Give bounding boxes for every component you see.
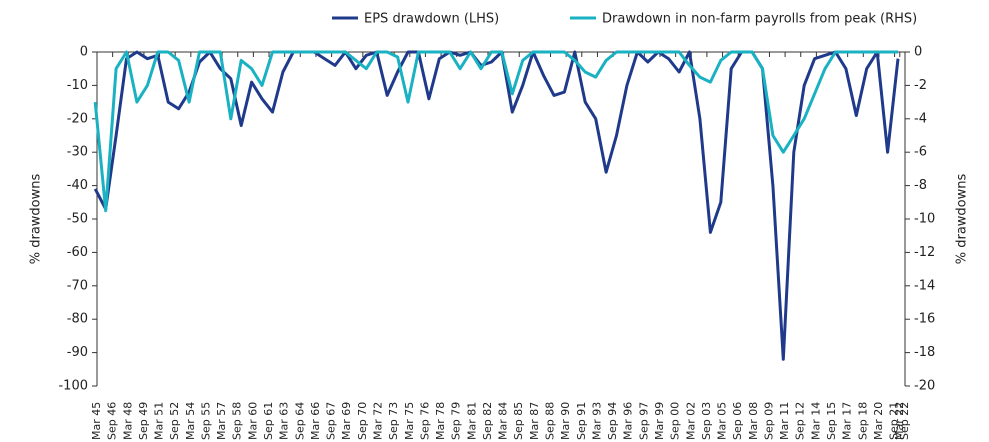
x-tick-label: Sep 52 [168,402,181,440]
x-tick-label: Sep 61 [262,402,275,440]
y-tick-label: 0 [80,45,88,60]
x-tick-label: Mar 75 [403,402,416,440]
x-tick-label: Mar 87 [528,402,541,440]
x-tick-label: Sep 55 [199,402,212,440]
y2-tick-label: -6 [914,145,927,160]
legend-label: Drawdown in non-farm payrolls from peak … [602,12,917,27]
y-tick-label: -10 [67,78,88,93]
x-tick-label: Sep 18 [856,402,869,440]
y-tick-label: -70 [67,278,88,293]
x-tick-label: Sep 97 [637,402,650,440]
x-tick-label: Mar 60 [246,402,259,440]
series-line [93,50,900,361]
series-line [93,50,898,213]
x-tick-label: Sep 79 [450,402,463,440]
x-tick-label: Mar 02 [684,402,697,440]
x-tick-label: Sep 73 [387,402,400,440]
x-tick-label: Mar 05 [716,402,729,440]
x-tick-label: Sep 64 [293,402,306,440]
y-tick-label: -40 [67,178,88,193]
x-tick-label: Mar 99 [653,402,666,440]
x-tick-label: Mar 51 [153,402,166,440]
x-tick-label: Mar 84 [497,402,510,440]
x-tick-label: Mar 45 [90,402,103,440]
x-tick-label: Mar 20 [872,402,885,440]
x-tick-label: Sep 58 [231,402,244,440]
x-tick-label: Sep 70 [356,402,369,440]
x-tick-label: Mar 63 [278,402,291,440]
y2-axis-label: % drawdowns [955,174,970,265]
x-tick-label: Sep 49 [137,402,150,440]
x-tick-label: Mar 22 [893,402,906,440]
y2-tick-label: -8 [914,178,927,193]
y-tick-label: -20 [67,111,88,126]
x-tick-label: Mar 66 [309,402,322,440]
x-tick-label: Mar 48 [121,402,134,440]
y2-tick-label: -2 [914,78,927,93]
x-tick-label: Mar 96 [622,402,635,440]
y-tick-label: -80 [67,312,88,327]
x-tick-label: Mar 78 [434,402,447,440]
y-tick-label: -60 [67,245,88,260]
x-tick-label: Sep 76 [418,402,431,440]
y2-tick-label: -16 [914,312,935,327]
x-tick-label: Sep 00 [669,402,682,440]
y2-tick-label: -4 [914,111,927,126]
y2-tick-label: -18 [914,345,935,360]
y2-tick-label: 0 [914,45,922,60]
x-tick-label: Sep 88 [544,402,557,440]
x-tick-label: Sep 09 [762,402,775,440]
x-tick-label: Sep 91 [575,402,588,440]
x-tick-label: Mar 57 [215,402,228,440]
x-tick-label: Mar 17 [841,402,854,440]
x-tick-label: Sep 85 [512,402,525,440]
x-tick-label: Mar 81 [465,402,478,440]
y2-tick-label: -12 [914,245,935,260]
x-tick-label: Sep 12 [794,402,807,440]
y-tick-label: -100 [58,379,88,394]
x-tick-label: Mar 90 [559,402,572,440]
x-tick-label: Sep 03 [700,402,713,440]
x-tick-label: Mar 72 [371,402,384,440]
y-tick-label: -50 [67,212,88,227]
x-tick-label: Sep 15 [825,402,838,440]
y-tick-label: -30 [67,145,88,160]
x-tick-label: Sep 94 [606,402,619,440]
x-tick-label: Sep 21 [888,402,901,440]
legend-label: EPS drawdown (LHS) [364,12,499,27]
y-tick-label: -90 [67,345,88,360]
x-tick-label: Sep 82 [481,402,494,440]
y2-tick-label: -14 [914,278,935,293]
x-tick-label: Mar 14 [809,402,822,440]
x-tick-label: Sep 67 [325,402,338,440]
x-tick-label: Mar 69 [340,402,353,440]
x-tick-label: Sep 22 [898,402,911,440]
y2-tick-label: -10 [914,212,935,227]
x-tick-label: Sep 06 [731,402,744,440]
x-tick-label: Mar 93 [590,402,603,440]
x-tick-label: Mar 54 [184,402,197,440]
x-tick-label: Sep 46 [106,402,119,440]
x-tick-label: Mar 11 [778,402,791,440]
y-axis-label: % drawdowns [29,174,44,265]
x-tick-label: Mar 08 [747,402,760,440]
y2-tick-label: -20 [914,379,935,394]
